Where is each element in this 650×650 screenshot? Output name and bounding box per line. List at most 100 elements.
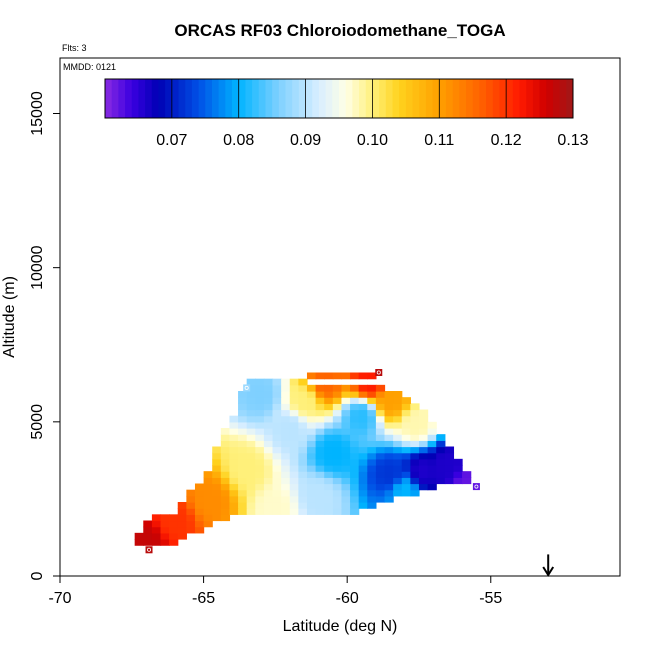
heatmap-cell [358,483,368,491]
heatmap-cell [289,428,299,435]
heatmap-cell [427,471,437,478]
heatmap-cell [315,508,325,515]
heatmap-cell [194,502,205,509]
heatmap-cell [263,495,274,503]
heatmap-cell [384,465,394,472]
heatmap-cell [341,428,351,435]
heatmap-cell [263,483,274,491]
colorbar-segment [325,79,333,118]
heatmap-cell [220,502,231,509]
heatmap-cell [410,452,420,460]
heatmap-cell [332,489,343,497]
heatmap-cell [324,508,334,515]
heatmap-cell [272,458,282,466]
heatmap-cell [350,508,360,515]
colorbar-tick-label: 0.12 [491,132,522,149]
heatmap-cell [324,428,334,435]
heatmap-cell [263,477,274,485]
heatmap-cell [246,434,256,441]
heatmap-cell [238,489,248,497]
heatmap-cell [367,471,377,478]
heatmap-cell [427,421,437,429]
heatmap-cell [220,465,231,472]
heatmap-cell [367,465,377,472]
heatmap-cell [453,458,463,466]
heatmap-cell [160,539,170,546]
heatmap-cell [194,489,205,497]
colorbar-segment [499,79,507,118]
heatmap-cell [324,421,334,429]
heatmap-cell [177,532,187,540]
heatmap-cell [358,471,368,478]
heatmap-cell [263,391,274,398]
heatmap-cell [229,508,239,515]
heatmap-cell [324,452,334,460]
y-axis: 0 5000 10000 15000 [29,91,60,580]
heatmap-cell [367,415,377,423]
heatmap-cell [306,421,317,429]
colorbar-segment [405,79,414,118]
heatmap-cell [246,403,256,411]
heatmap-cell [393,452,403,460]
heatmap-cell [401,397,411,404]
heatmap-cell [220,471,231,478]
heatmap-cell [289,477,299,485]
heatmap-cell [444,446,455,454]
heatmap-cell [263,465,274,472]
heatmap-cell [341,434,351,441]
heatmap-cell [375,403,386,411]
heatmap-cell [410,483,420,491]
heatmap-cell [255,471,265,478]
colorbar-segment [439,79,447,118]
heatmap-cell [427,434,437,441]
heatmap-cell [358,372,368,380]
heatmap-cell [186,526,196,534]
heatmap-cell [384,489,394,497]
heatmap-cell [229,446,239,454]
heatmap-cell [393,483,403,491]
heatmap-cell [358,502,368,509]
colorbar-tick-label: 0.13 [557,132,588,149]
heatmap-cell [375,483,386,491]
heatmap-cell [384,483,394,491]
heatmap-cell [298,415,308,423]
heatmap-cell [281,434,291,441]
heatmap-cell [350,483,360,491]
heatmap-cell [367,428,377,435]
heatmap-cell [229,471,239,478]
heatmap-cell [332,403,343,411]
colorbar-segment [559,79,567,118]
heatmap-cell [393,415,403,423]
colorbar-segment [352,79,360,118]
heatmap-cell [410,465,420,472]
heatmap-cell [281,428,291,435]
heatmap-cell [358,421,368,429]
heatmap-cell [263,446,274,454]
heatmap-cell [367,483,377,491]
heatmap-cell [332,391,343,398]
heatmap-cell [203,520,213,528]
heatmap-cell [350,477,360,485]
heatmap-cell [255,508,265,515]
heatmap-cell [281,471,291,478]
colorbar-segment [285,79,293,118]
heatmap-cell [350,471,360,478]
heatmap-cell [324,391,334,398]
heatmap-cell [246,483,256,491]
heatmap-cell [246,440,256,448]
heatmap-cell [289,397,299,404]
heatmap-cell [306,471,317,478]
heatmap-cell [393,409,403,417]
colorbar-segment [178,79,186,118]
heatmap-cell [203,471,213,478]
heatmap-cell [401,415,411,423]
heatmap-cell [289,452,299,460]
heatmap-cell [306,446,317,454]
heatmap-cell [263,428,274,435]
heatmap-cell [160,532,170,540]
heatmap-cell [341,477,351,485]
heatmap-cell [177,526,187,534]
heatmap-cell [306,397,317,404]
heatmap-cell [350,428,360,435]
heatmap-cell [393,397,403,404]
